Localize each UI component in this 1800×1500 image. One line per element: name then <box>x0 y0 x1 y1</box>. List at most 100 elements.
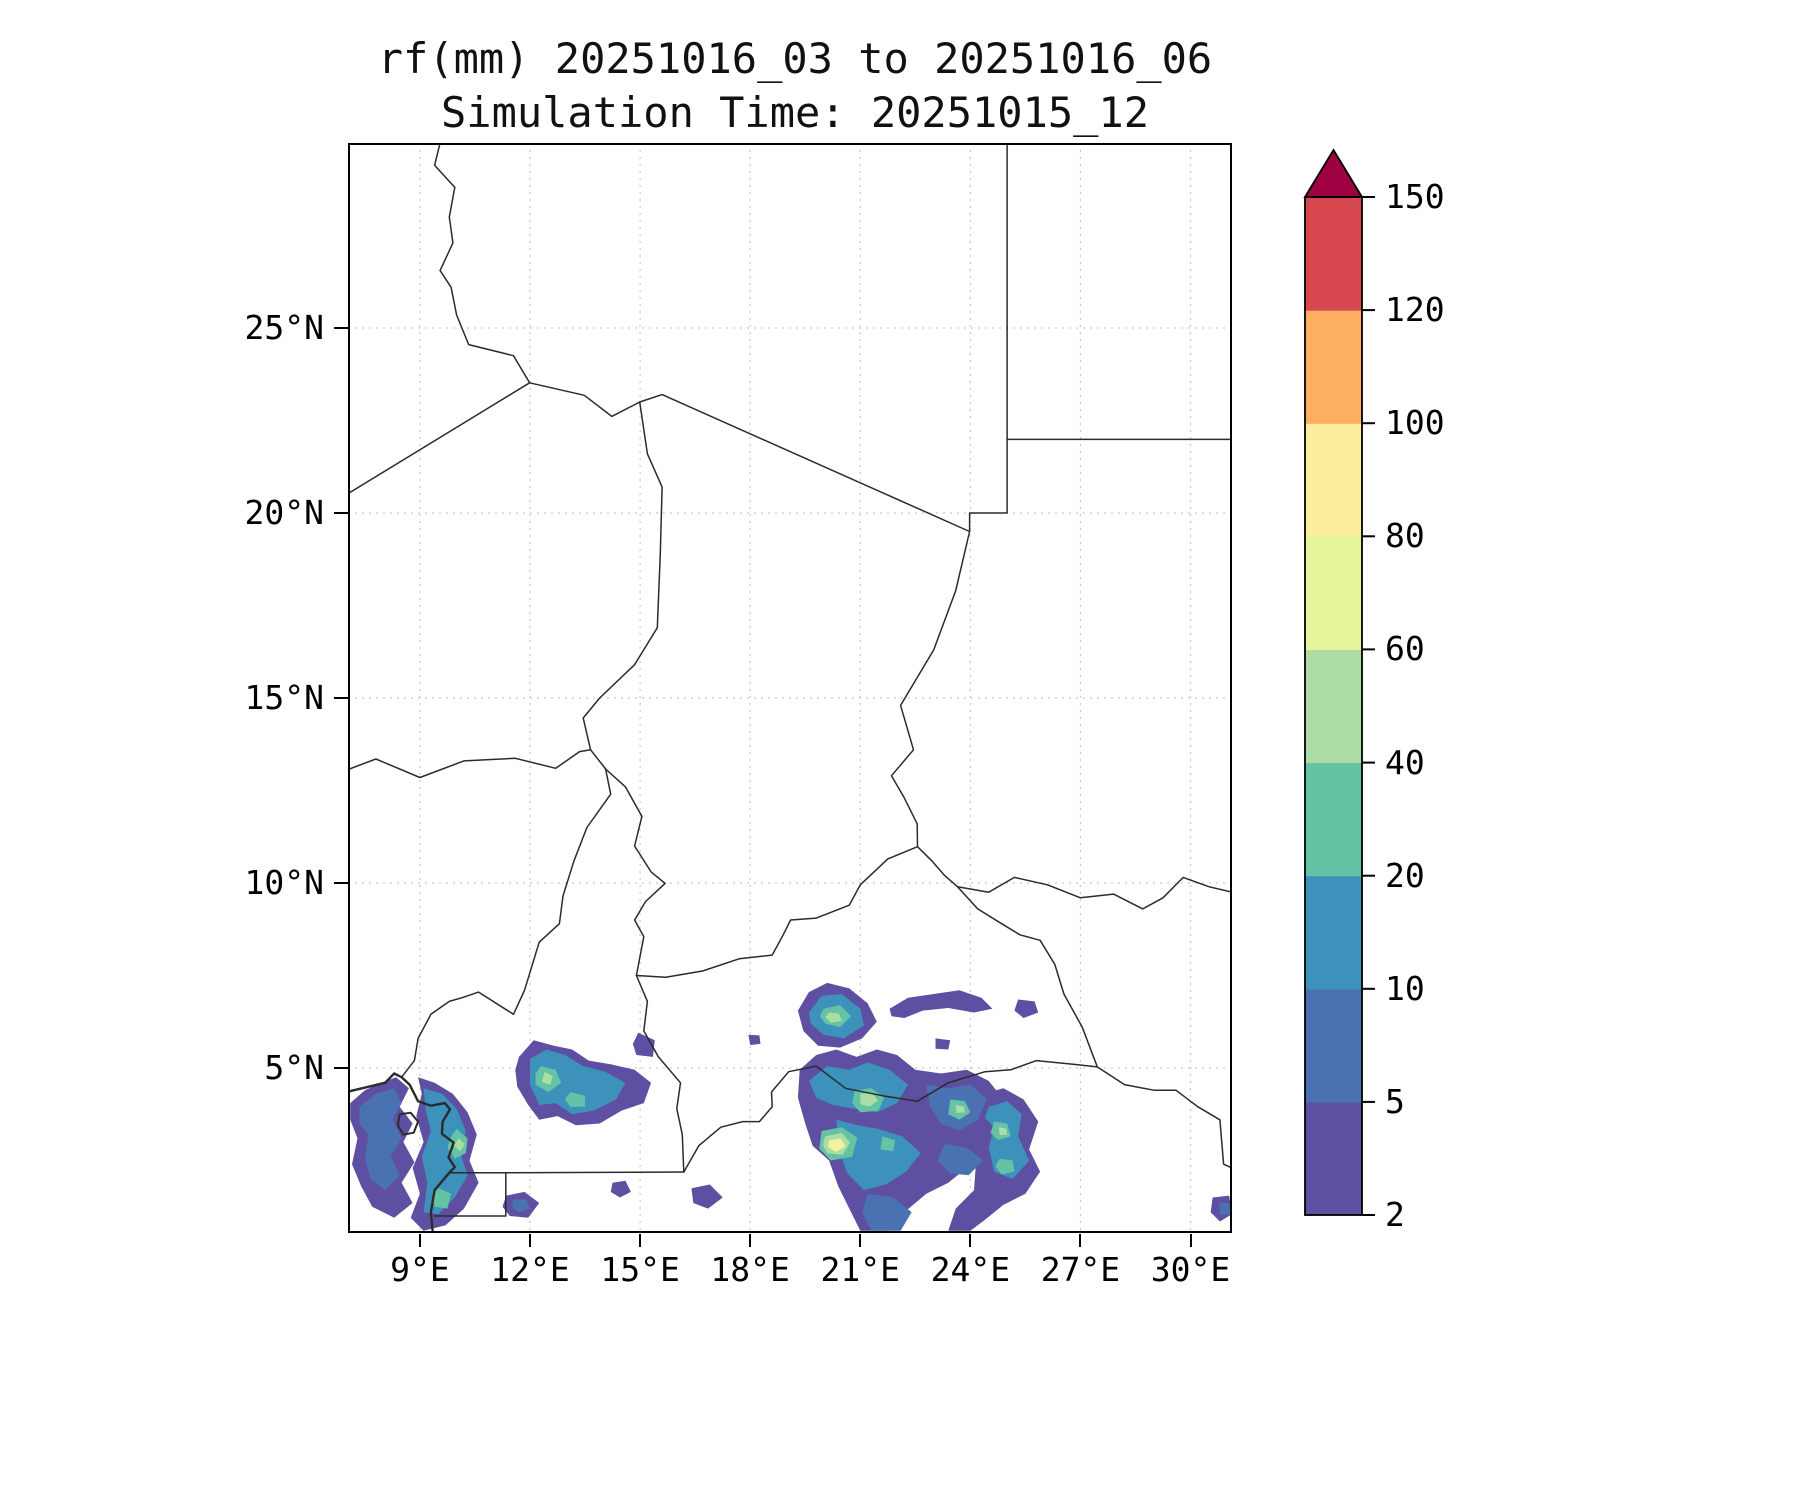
rainfall-blob <box>1014 999 1039 1018</box>
colorbar-over-arrow <box>1303 148 1364 198</box>
rainfall-blob <box>860 1092 878 1107</box>
border-south-sudan-drc <box>1096 1066 1232 1169</box>
x-axis-tick-label: 21°E <box>820 1250 901 1289</box>
border-chad-car <box>635 845 919 979</box>
border-bioko-island <box>396 1111 420 1136</box>
colorbar-segment <box>1305 310 1362 424</box>
x-axis-tick-label: 18°E <box>710 1250 790 1289</box>
border-cameroon-car <box>635 974 685 1173</box>
rainfall-blob <box>825 1012 842 1023</box>
y-axis-tick-label: 15°N <box>244 677 324 717</box>
colorbar-tick-label: 60 <box>1385 629 1425 669</box>
colorbar-ticks <box>1362 196 1375 1216</box>
colorbar-tick-label: 150 <box>1385 177 1445 216</box>
border-cameroon-chad <box>604 768 666 977</box>
colorbar-tick-label: 80 <box>1385 516 1425 556</box>
x-tick-mark <box>969 1234 972 1247</box>
rainfall-blob <box>937 1143 984 1176</box>
x-axis-tick-label: 27°E <box>1040 1250 1121 1289</box>
chart-subtitle: Simulation Time: 20251015_12 <box>440 88 1150 137</box>
rainfall-blob <box>995 1158 1015 1175</box>
colorbar-segment <box>1305 875 1362 990</box>
border-libya-egypt-sudan <box>968 143 1008 533</box>
country-borders <box>348 143 1232 1233</box>
x-axis-tick-label: 24°E <box>930 1250 1011 1289</box>
rainfall-blob <box>453 1138 465 1152</box>
rainfall-blob <box>610 1180 631 1198</box>
rainfall-blob <box>511 1199 530 1213</box>
x-tick-mark <box>418 1234 421 1247</box>
rainfall-blob <box>955 1105 965 1114</box>
rainfall-blob <box>691 1184 723 1209</box>
x-tick-mark <box>529 1234 531 1247</box>
rainfall-field <box>350 982 1232 1231</box>
x-axis-tick-label: 15°E <box>600 1250 680 1289</box>
rainfall-blob <box>985 1101 1030 1179</box>
x-tick-mark <box>859 1234 862 1247</box>
colorbar-segment <box>1305 536 1362 650</box>
border-chad-nigeria <box>589 749 607 770</box>
rainfall-blob <box>935 1038 951 1050</box>
rainfall-blob <box>421 1088 468 1215</box>
rainfall-blob <box>999 1127 1008 1136</box>
border-chad-sudan <box>890 530 971 848</box>
colorbar-tick-label: 2 <box>1385 1195 1405 1234</box>
rainfall-blob <box>541 1071 553 1085</box>
rainfall-blob <box>830 1142 842 1151</box>
chart-title: rf(mm) 20251016_03 to 20251016_06 <box>377 34 1213 83</box>
colorbar-tick-label: 120 <box>1385 290 1445 330</box>
border-equatorial-guinea <box>433 1171 507 1217</box>
rainfall-blob <box>880 1136 896 1152</box>
x-axis-tick-label: 12°E <box>490 1250 570 1289</box>
colorbar-segment <box>1305 988 1362 1103</box>
rainfall-blob <box>748 1034 761 1045</box>
colorbar-outline <box>1304 196 1363 1216</box>
plot-frame <box>348 143 1232 1233</box>
border-niger-libya <box>528 382 641 418</box>
x-axis-tick-label: 9°E <box>390 1250 450 1289</box>
rainfall-blob <box>862 1193 912 1231</box>
border-niger-nigeria <box>348 749 592 779</box>
colorbar-tick-label: 10 <box>1385 968 1425 1008</box>
y-axis-tick-label: 20°N <box>244 492 324 532</box>
border-nigeria-cameroon <box>400 768 612 1078</box>
y-axis-tick-label: 5°N <box>264 1047 324 1087</box>
x-tick-mark <box>639 1234 642 1247</box>
rainfall-blob <box>530 1049 626 1115</box>
colorbar-tick-label: 5 <box>1385 1081 1405 1121</box>
y-axis-tick-label: 10°N <box>244 862 324 902</box>
colorbar-segment <box>1305 762 1362 877</box>
x-tick-mark <box>1079 1234 1082 1247</box>
rainfall-blob <box>564 1092 586 1107</box>
x-tick-mark <box>749 1234 752 1247</box>
border-algeria-libya <box>433 143 531 384</box>
rainfall-blob <box>1219 1203 1231 1216</box>
x-axis-tick-label: 30°E <box>1150 1250 1231 1289</box>
rainfall-blob <box>432 1188 452 1209</box>
colorbar-segment <box>1305 649 1362 764</box>
border-sudan-south-sudan <box>956 876 1232 910</box>
y-axis-tick-label: 25°N <box>244 307 324 347</box>
colorbar-tick-label: 40 <box>1385 742 1425 782</box>
y-tick-mark <box>334 511 348 514</box>
border-libya-chad <box>638 393 971 533</box>
rainfall-blob <box>836 1119 921 1191</box>
border-algeria-niger <box>348 382 531 495</box>
colorbar <box>1303 148 1375 1216</box>
y-tick-mark <box>334 696 348 699</box>
rainfall-blob <box>632 1032 655 1057</box>
x-tick-mark <box>1189 1234 1192 1247</box>
rainfall-blob <box>889 990 993 1018</box>
rainfall-blob <box>359 1088 402 1191</box>
y-tick-mark <box>334 326 348 329</box>
border-car-south-sudan <box>916 845 1099 1068</box>
colorbar-segment <box>1305 197 1362 311</box>
border-car-congo-drc <box>683 1059 1099 1173</box>
graticule-gridlines <box>348 143 1232 1233</box>
border-niger-chad <box>582 401 663 751</box>
colorbar-tick-label: 20 <box>1385 855 1425 895</box>
colorbar-segments <box>1305 197 1362 1216</box>
colorbar-tick-label: 100 <box>1385 403 1445 443</box>
y-tick-mark <box>334 1066 348 1069</box>
colorbar-segment <box>1305 423 1362 537</box>
